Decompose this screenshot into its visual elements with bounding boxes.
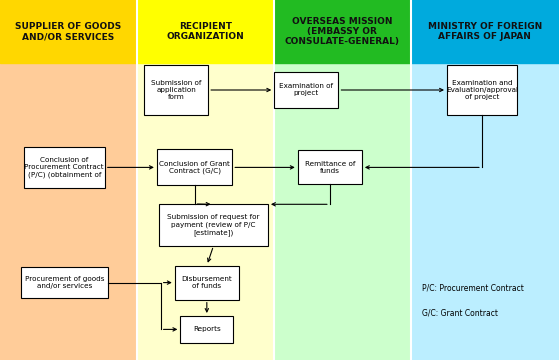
FancyBboxPatch shape [274, 72, 339, 108]
Bar [411, 0, 559, 360]
Bar [137, 0, 274, 360]
Text: MINISTRY OF FOREIGN
AFFAIRS OF JAPAN: MINISTRY OF FOREIGN AFFAIRS OF JAPAN [428, 22, 542, 41]
Text: P/C: Procurement Contract: P/C: Procurement Contract [422, 284, 524, 292]
Text: Examination and
Evaluation/approval
of project: Examination and Evaluation/approval of p… [446, 80, 518, 100]
Text: Reports: Reports [193, 327, 221, 332]
Text: Disbursement
of funds: Disbursement of funds [182, 276, 232, 289]
FancyBboxPatch shape [174, 266, 239, 300]
Text: Conclusion of
Procurement Contract
(P/C) (obtainment of: Conclusion of Procurement Contract (P/C)… [25, 157, 104, 177]
FancyBboxPatch shape [297, 150, 362, 184]
FancyBboxPatch shape [144, 65, 208, 115]
Bar [0, 0, 137, 360]
FancyBboxPatch shape [159, 204, 268, 246]
FancyBboxPatch shape [447, 65, 517, 115]
Bar [411, 0, 559, 63]
Bar [0, 0, 137, 63]
Text: Submission of request for
payment (review of P/C
[estimate]): Submission of request for payment (revie… [167, 214, 260, 236]
Bar [274, 0, 411, 63]
Text: Conclusion of Grant
Contract (G/C): Conclusion of Grant Contract (G/C) [159, 161, 230, 174]
Text: RECIPIENT
ORGANIZATION: RECIPIENT ORGANIZATION [167, 22, 244, 41]
Text: G/C: Grant Contract: G/C: Grant Contract [422, 309, 498, 318]
FancyBboxPatch shape [21, 267, 107, 298]
Bar [274, 0, 411, 360]
Text: SUPPLIER OF GOODS
AND/OR SERVICES: SUPPLIER OF GOODS AND/OR SERVICES [15, 22, 122, 41]
FancyBboxPatch shape [157, 149, 233, 185]
Text: OVERSEAS MISSION
(EMBASSY OR
CONSULATE-GENERAL): OVERSEAS MISSION (EMBASSY OR CONSULATE-G… [285, 17, 400, 46]
FancyBboxPatch shape [180, 316, 234, 343]
Text: Examination of
project: Examination of project [280, 84, 333, 96]
Text: Remittance of
funds: Remittance of funds [305, 161, 355, 174]
Bar [137, 0, 274, 63]
Text: Submission of
application
form: Submission of application form [151, 80, 201, 100]
FancyBboxPatch shape [24, 147, 105, 188]
Text: Procurement of goods
and/or services: Procurement of goods and/or services [25, 276, 104, 289]
